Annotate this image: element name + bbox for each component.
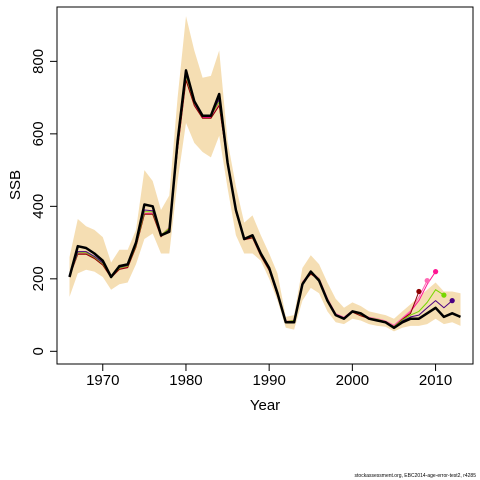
x-tick-label-2000: 2000 — [336, 372, 369, 389]
y-tick-label-600: 600 — [30, 121, 47, 146]
retro-endpoint-2009 — [424, 278, 430, 284]
y-axis: 0 200 400 600 800 — [30, 49, 57, 355]
plot-frame — [56, 6, 474, 365]
endpoint-layer — [416, 269, 455, 304]
retro-endpoint-2012 — [449, 298, 455, 304]
footer-credit: stockassessment.org, EBC2014-age-error-t… — [354, 473, 476, 479]
y-tick-label-200: 200 — [30, 266, 47, 291]
ssb-line-retro-5 — [69, 73, 453, 328]
main-line-layer — [68, 69, 461, 330]
x-axis: 1970 1980 1990 2000 2010 — [86, 364, 452, 389]
y-tick-label-0: 0 — [30, 347, 47, 355]
retro-endpoint-2010 — [433, 269, 439, 275]
ssb-line-retro-4 — [69, 75, 445, 328]
y-tick-label-400: 400 — [30, 194, 47, 219]
x-tick-label-1990: 1990 — [252, 372, 285, 389]
retro-endpoint-2011 — [441, 292, 447, 298]
ssb-line-retro-1 — [69, 79, 437, 327]
confidence-band — [69, 16, 461, 332]
ssb-line-retro-3 — [69, 79, 420, 328]
x-axis-title: Year — [250, 397, 280, 414]
y-axis-title: SSB — [7, 170, 24, 200]
confidence-band-layer — [69, 16, 461, 332]
ssb-line-retro-2 — [69, 77, 428, 326]
x-tick-label-2010: 2010 — [419, 372, 452, 389]
y-tick-label-800: 800 — [30, 49, 47, 74]
ssb-line-final — [68, 69, 461, 330]
retro-endpoint-2008 — [416, 288, 422, 295]
x-tick-label-1980: 1980 — [169, 372, 202, 389]
retro-lines-layer — [69, 73, 453, 328]
x-tick-label-1970: 1970 — [86, 372, 119, 389]
